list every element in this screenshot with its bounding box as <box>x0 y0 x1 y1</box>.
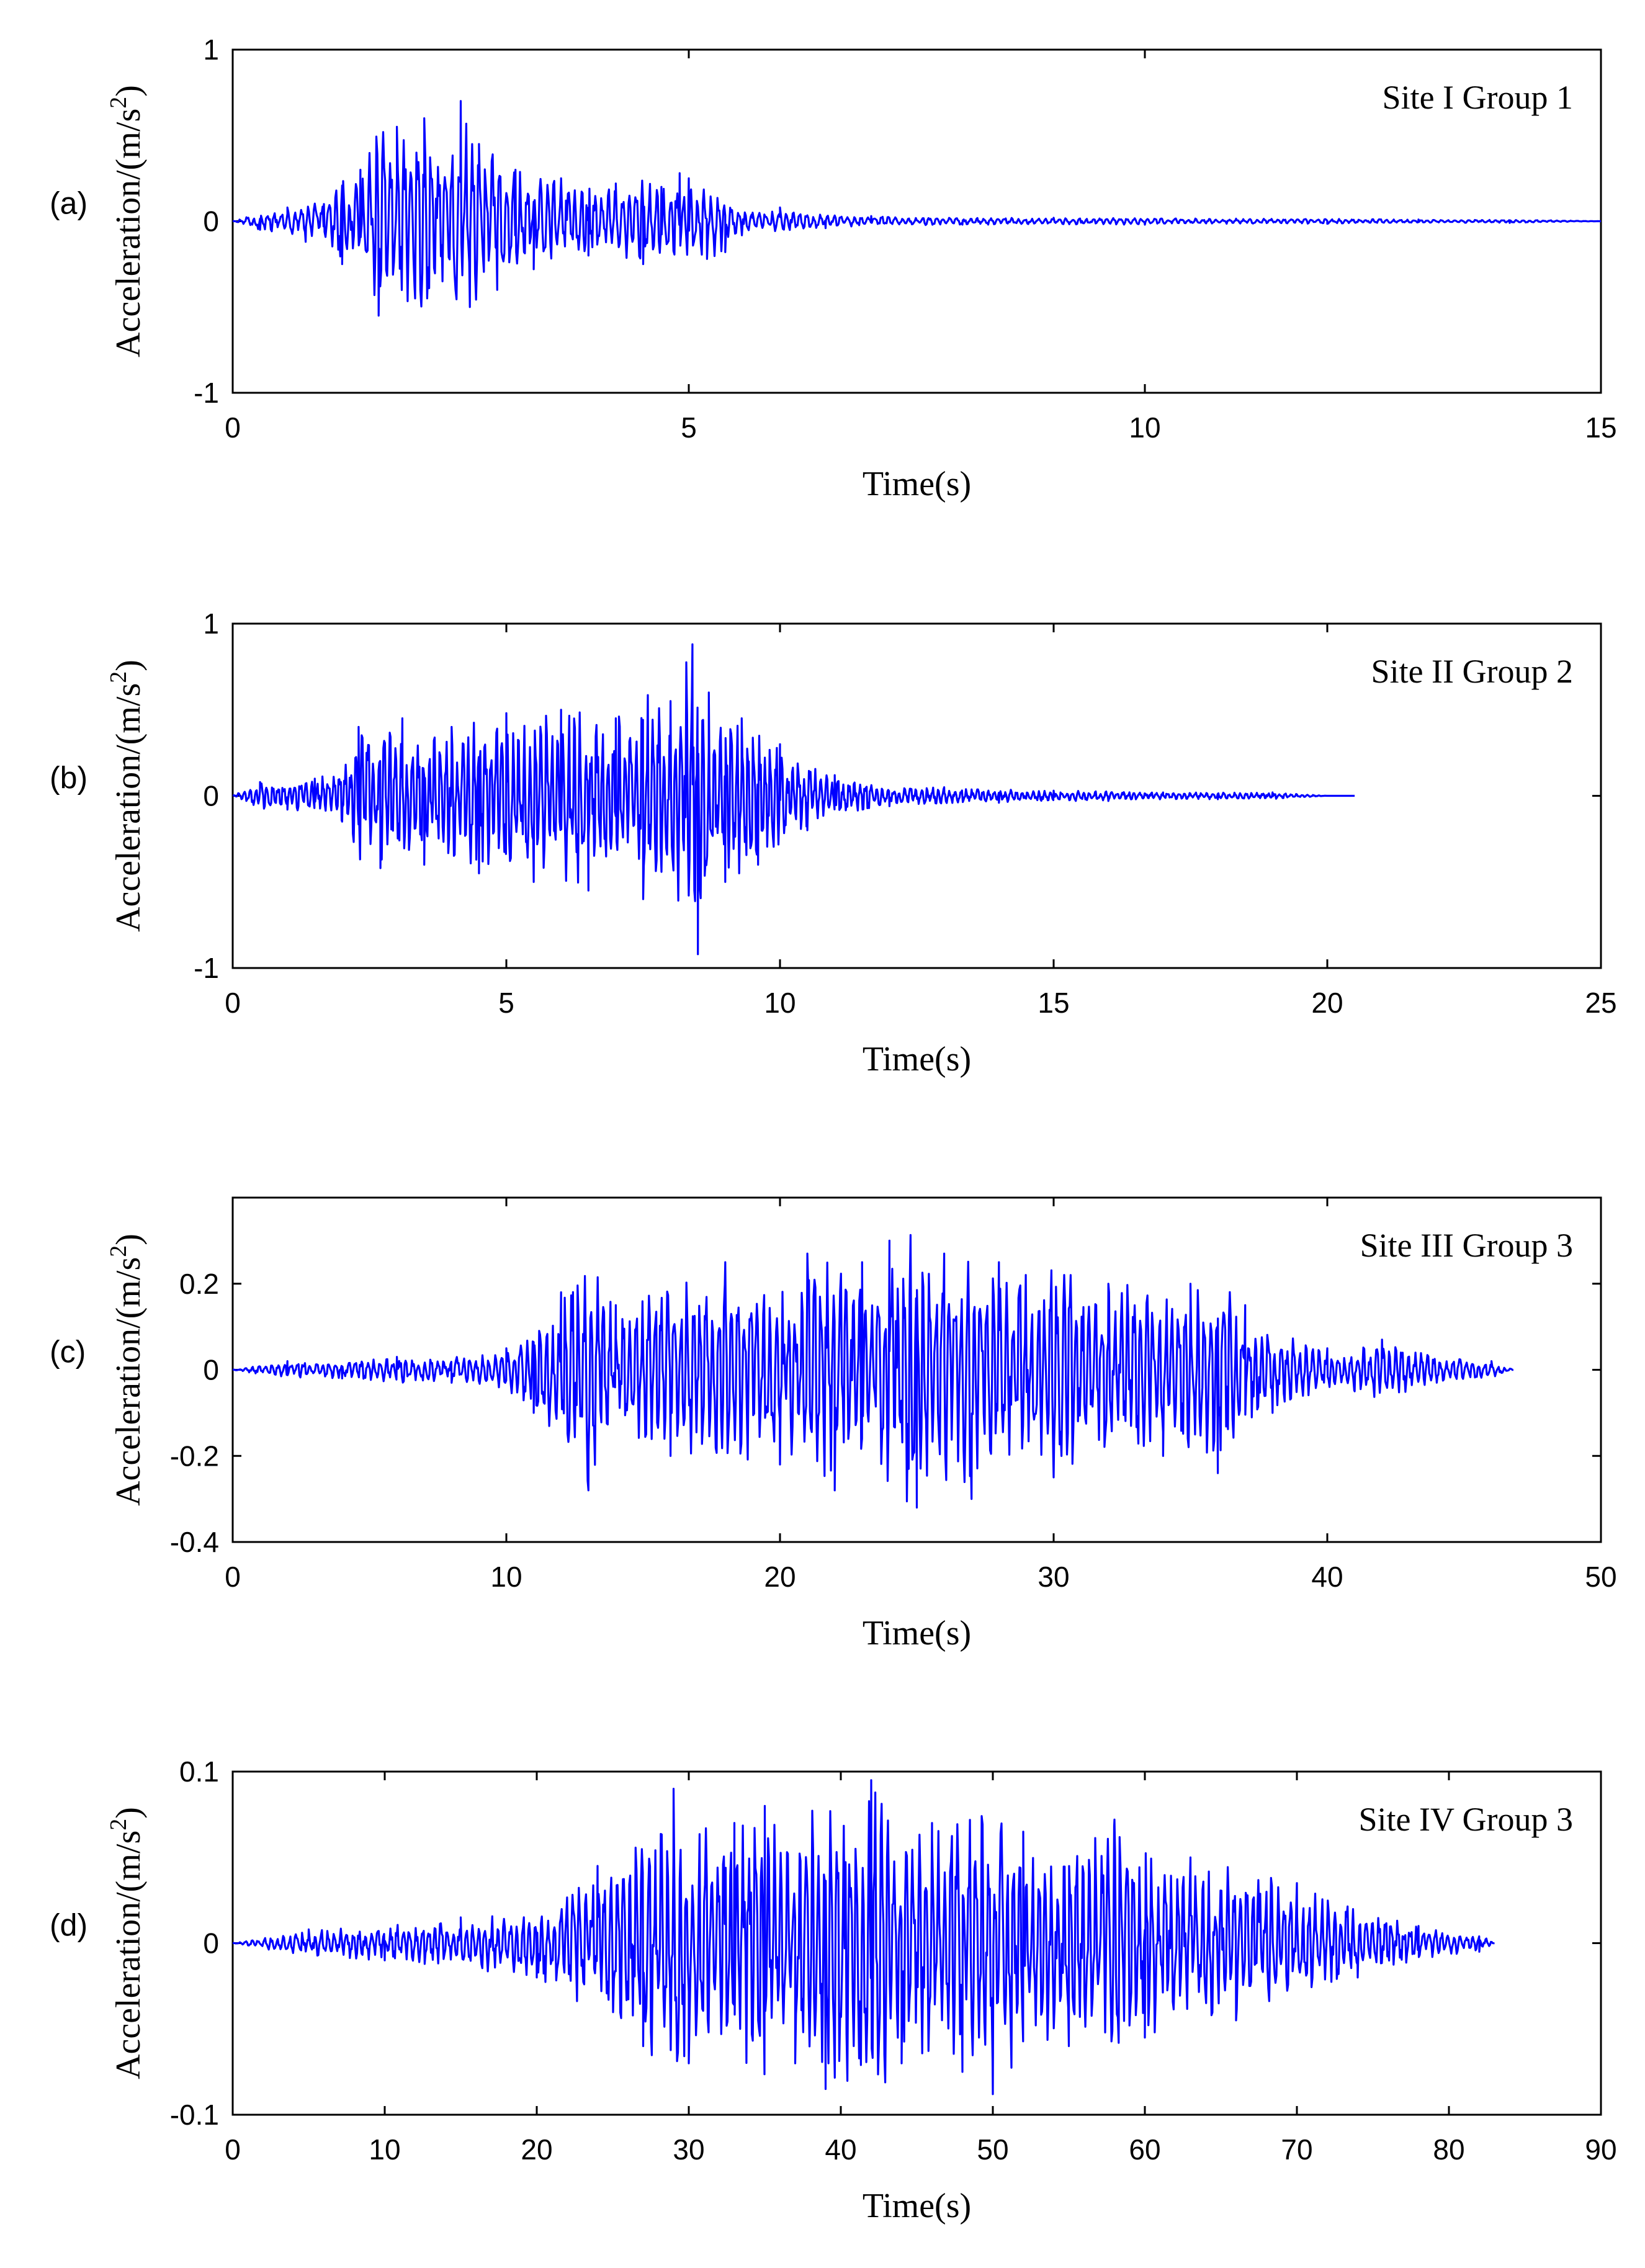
y-axis-title-main: Acceleration/(m/s <box>109 1831 148 2079</box>
x-tick-label: 5 <box>681 411 697 444</box>
x-tick-label: 20 <box>764 1561 796 1593</box>
y-tick-label: 0 <box>203 780 219 812</box>
chart-panel-4: 0 10 20 30 40 50 60 70 80 90-0.100.1Time(s)Accele… <box>50 1755 1617 2225</box>
y-tick-label: 1 <box>203 607 219 640</box>
y-tick-label: -0.2 <box>170 1440 219 1472</box>
y-axis-title-sup: 2 <box>105 1819 132 1831</box>
x-tick-label: 0 <box>225 411 241 444</box>
x-tick-label: 20 <box>1311 987 1343 1019</box>
x-axis-title: Time(s) <box>863 2187 971 2225</box>
x-tick-label: 10 <box>1129 411 1160 444</box>
x-tick-label: 50 <box>1585 1561 1616 1593</box>
series-line <box>233 643 1355 956</box>
x-tick-label: 60 <box>1129 2133 1160 2166</box>
x-tick-label: 40 <box>825 2133 856 2166</box>
series-line <box>233 1234 1514 1509</box>
y-axis-title-end: ) <box>109 85 148 97</box>
x-tick-label: 50 <box>977 2133 1008 2166</box>
x-axis-title: Time(s) <box>863 1040 971 1078</box>
y-tick-label: 0 <box>203 1354 219 1386</box>
x-tick-label: 15 <box>1585 411 1616 444</box>
y-tick-label: -0.1 <box>170 2099 219 2131</box>
y-tick-label: 1 <box>203 34 219 66</box>
panel-label: (c) <box>50 1335 86 1369</box>
x-axis-title: Time(s) <box>863 1614 971 1652</box>
y-axis-title-end: ) <box>109 660 148 671</box>
y-tick-label: -1 <box>194 952 219 984</box>
y-tick-label: -1 <box>194 377 219 409</box>
y-tick-label: 0 <box>203 205 219 238</box>
panel-annotation: Site II Group 2 <box>1371 653 1573 690</box>
x-tick-label: 5 <box>498 987 514 1019</box>
panel-annotation: Site I Group 1 <box>1383 79 1573 116</box>
y-axis-title-end: ) <box>109 1807 148 1819</box>
panel-annotation: Site IV Group 3 <box>1359 1801 1574 1838</box>
y-tick-label: 0 <box>203 1927 219 1960</box>
y-tick-label: 0.2 <box>179 1268 219 1300</box>
y-axis-title: Acceleration/(m/s2) <box>105 1234 148 1506</box>
y-axis-title-sup: 2 <box>105 97 132 109</box>
x-tick-label: 70 <box>1281 2133 1312 2166</box>
y-axis-title-main: Acceleration/(m/s <box>109 1257 148 1506</box>
x-tick-label: 80 <box>1433 2133 1464 2166</box>
x-tick-label: 30 <box>673 2133 704 2166</box>
x-tick-label: 40 <box>1311 1561 1343 1593</box>
y-axis-title-end: ) <box>109 1234 148 1245</box>
y-axis-title-sup: 2 <box>105 671 132 683</box>
y-axis-title-main: Acceleration/(m/s <box>109 683 148 932</box>
x-tick-label: 10 <box>764 987 796 1019</box>
x-tick-label: 0 <box>225 2133 241 2166</box>
y-tick-label: 0.1 <box>179 1755 219 1788</box>
panel-label: (d) <box>50 1908 87 1943</box>
chart-panel-1: 0 5 10 15-101Time(s)Acceleration/(m/s2)(a)S… <box>50 34 1617 503</box>
x-tick-label: 0 <box>225 1561 241 1593</box>
y-axis-title: Acceleration/(m/s2) <box>105 85 148 357</box>
y-axis-title: Acceleration/(m/s2) <box>105 660 148 932</box>
chart-panel-3: 0 10 20 30 40 50 -0.4 -0.2 0 0.2 Time(s) Accelerati… <box>50 1196 1617 1652</box>
chart-panel-2: 0 5 10 15 20 25-101Time(s)Acceleration/(m/s2)… <box>50 607 1617 1078</box>
x-tick-label: 15 <box>1038 987 1069 1019</box>
series-line <box>233 1779 1495 2095</box>
panel-label: (a) <box>50 186 87 221</box>
x-tick-label: 10 <box>490 1561 522 1593</box>
x-tick-label: 10 <box>369 2133 400 2166</box>
series-line <box>233 100 1601 317</box>
panel-label: (b) <box>50 761 87 796</box>
x-tick-label: 25 <box>1585 987 1616 1019</box>
x-tick-label: 20 <box>521 2133 552 2166</box>
y-axis-title-main: Acceleration/(m/s <box>109 109 148 357</box>
y-axis-title: Acceleration/(m/s2) <box>105 1807 148 2079</box>
y-axis-title-sup: 2 <box>105 1245 132 1257</box>
x-tick-label: 30 <box>1038 1561 1069 1593</box>
x-tick-label: 90 <box>1585 2133 1616 2166</box>
panel-annotation: Site III Group 3 <box>1360 1227 1573 1264</box>
x-tick-label: 0 <box>225 987 241 1019</box>
x-axis-title: Time(s) <box>863 465 971 503</box>
y-tick-label: -0.4 <box>170 1526 219 1558</box>
